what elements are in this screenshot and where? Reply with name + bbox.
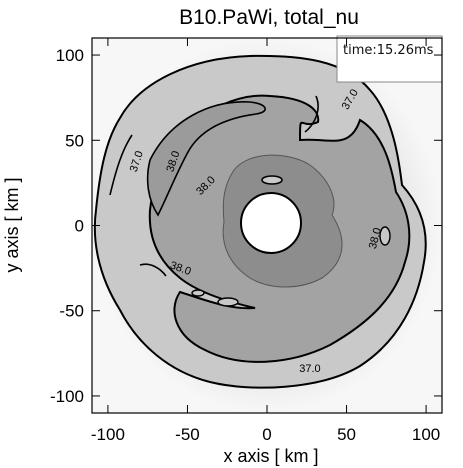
contour-label: 37.0 (299, 363, 320, 375)
y-axis: -100 -50 0 50 100 (50, 46, 442, 406)
y-tick-label: -50 (59, 302, 84, 321)
x-axis: -100 -50 0 50 100 (91, 38, 440, 444)
y-tick-label: 50 (65, 131, 84, 150)
y-tick-label: -100 (50, 387, 84, 406)
x-tick-label: 0 (262, 425, 271, 444)
island-contour (379, 226, 391, 246)
contour-label: 38.0 (367, 226, 384, 250)
y-axis-label: y axis [ km ] (2, 177, 22, 272)
plot-area: 37.037.0 38.038.038.038.037.0 (92, 38, 442, 413)
x-axis-label: x axis [ km ] (223, 446, 318, 466)
upper-left-band (146, 101, 266, 217)
contour-line (109, 134, 133, 196)
island-contour (217, 297, 239, 307)
y-tick-label: 0 (75, 217, 84, 236)
x-tick-label: 100 (412, 425, 440, 444)
y-tick-label: 100 (56, 46, 84, 65)
x-tick-label: -50 (175, 425, 200, 444)
contour-line (139, 263, 167, 277)
x-tick-label: 50 (337, 425, 356, 444)
chart-title: B10.PaWi, total_nu (179, 6, 359, 29)
time-label: time:15.26ms (343, 43, 434, 58)
island-contour (191, 289, 205, 297)
island-contour (261, 175, 283, 185)
contour-line (304, 95, 319, 133)
x-tick-label: -100 (91, 425, 125, 444)
inner-hole (240, 192, 302, 254)
